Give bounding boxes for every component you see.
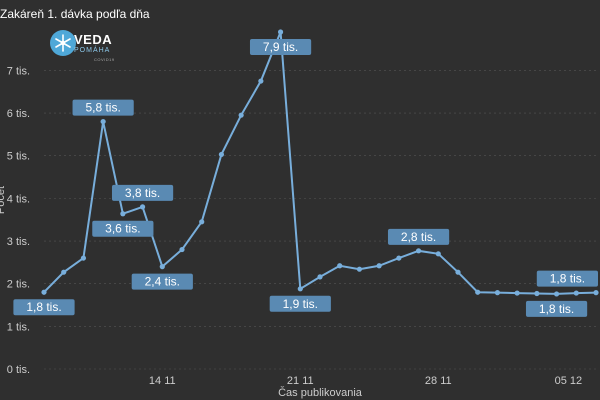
data-point (41, 289, 47, 295)
logo-text-tiny: COVID19 (94, 57, 115, 62)
data-label: 1,8 tis. (536, 270, 598, 287)
data-point (553, 291, 560, 297)
data-label: 2,8 tis. (387, 228, 450, 245)
y-tick-label: 2 tis. (7, 279, 30, 291)
data-label-box (111, 184, 174, 201)
data-label: 2,4 tis. (131, 273, 193, 290)
data-label-box (92, 220, 154, 237)
data-point (435, 251, 441, 257)
data-point (238, 112, 244, 118)
y-tick-label: 0 tis. (7, 364, 30, 376)
data-point (100, 118, 106, 125)
data-point (337, 263, 343, 269)
data-label-text: 7,9 tis. (263, 40, 298, 54)
data-label-text: 2,8 tis. (401, 230, 436, 244)
data-point (159, 264, 165, 270)
data-label-box (249, 39, 312, 55)
data-point (80, 255, 87, 261)
data-label: 3,8 tis. (111, 184, 174, 201)
data-point (61, 269, 67, 275)
data-label: 1,8 tis. (525, 300, 588, 317)
data-label-text: 1,9 tis. (283, 297, 318, 311)
y-tick-label: 7 tis. (7, 65, 30, 77)
series-line (43, 31, 597, 295)
data-label-text: 1,8 tis. (26, 300, 61, 314)
data-point (534, 290, 540, 297)
snowflake-icon (50, 30, 76, 56)
data-label-text: 5,8 tis. (85, 101, 120, 115)
data-label-box (536, 270, 598, 287)
data-point (356, 266, 363, 272)
data-label-box (387, 228, 450, 245)
data-label: 3,6 tis. (92, 220, 154, 237)
data-point (218, 151, 225, 158)
x-tick-label: 28 11 (425, 375, 452, 387)
y-tick-label: 3 tis. (7, 236, 30, 248)
data-label-text: 1,8 tis. (539, 302, 574, 316)
data-label-box (13, 299, 75, 316)
x-axis-title: Čas publikovania (278, 386, 363, 399)
data-point (475, 289, 481, 295)
data-label-box (72, 99, 134, 116)
data-label-text: 3,6 tis. (105, 222, 140, 236)
x-tick-label: 05 12 (555, 375, 583, 387)
data-point (258, 78, 264, 84)
x-tick-label: 21 11 (287, 375, 314, 387)
data-point (139, 204, 146, 210)
y-tick-label: 1 tis. (7, 321, 30, 333)
data-point (593, 290, 599, 296)
data-point (573, 290, 579, 296)
data-point (494, 290, 501, 296)
data-label-box (269, 295, 331, 312)
data-label-text: 1,8 tis. (550, 272, 585, 286)
series-line-layer (41, 29, 599, 297)
data-point (396, 255, 402, 261)
data-label: 1,8 tis. (13, 299, 75, 316)
data-labels: 1,8 tis. 5,8 tis. 3,6 tis. 3,8 tis. 2,4 tis.… (13, 39, 598, 317)
y-tick-label: 4 tis. (7, 193, 30, 205)
data-point (455, 269, 461, 275)
data-label: 7,9 tis. (249, 39, 312, 55)
logo-text-main: VEDA (74, 32, 113, 47)
data-point (179, 246, 185, 253)
data-point (514, 290, 520, 296)
y-tick-label: 5 tis. (7, 151, 30, 163)
logo-text-sub: POMÁHA (74, 47, 111, 54)
data-point (277, 29, 284, 35)
data-point (199, 219, 205, 225)
veda-pomaha-logo: VEDA POMÁHA COVID19 (50, 30, 130, 62)
x-tick-label: 14 11 (149, 375, 176, 387)
data-label-text: 2,4 tis. (145, 275, 180, 289)
data-label-text: 3,8 tis. (125, 186, 160, 200)
data-label: 5,8 tis. (72, 99, 134, 116)
data-label-box (525, 300, 588, 317)
data-point (297, 286, 303, 292)
data-label-box (131, 273, 193, 290)
y-axis-title: Počet (0, 186, 7, 214)
data-point (415, 248, 422, 254)
data-point (120, 211, 126, 217)
data-point (317, 274, 323, 280)
axes: 0 tis. 1 tis. 2 tis. 3 tis. 4 tis. 5 tis. 6 ti… (0, 65, 582, 399)
chart-title: Zakáreň 1. dávka podľa dňa (0, 7, 150, 21)
y-tick-label: 6 tis. (7, 108, 30, 120)
data-label: 1,9 tis. (269, 295, 331, 312)
data-point (376, 263, 382, 269)
